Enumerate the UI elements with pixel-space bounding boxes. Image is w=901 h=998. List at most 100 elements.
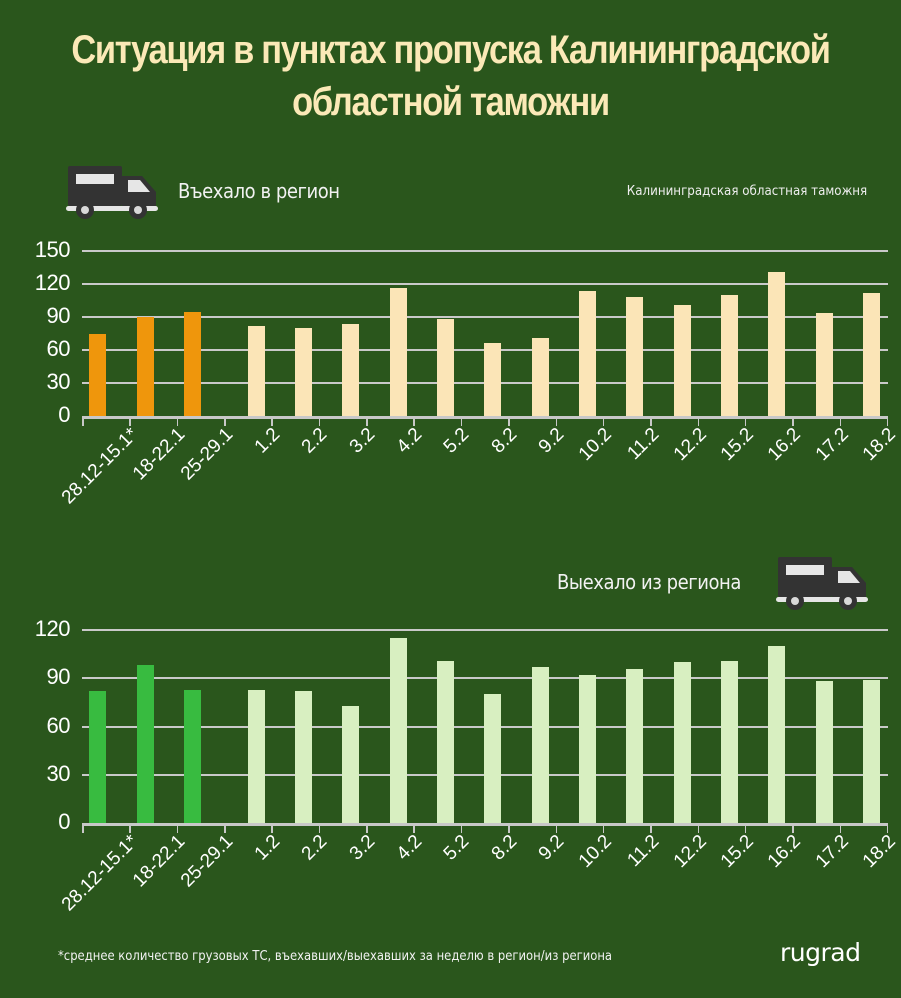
bar: [531, 337, 549, 416]
x-axis-tick: [697, 825, 700, 833]
x-axis-tick: [792, 418, 794, 426]
bar: [815, 312, 833, 416]
bar: [815, 681, 833, 823]
chart-title-exited: Выехало из региона: [557, 570, 741, 594]
x-axis-tick-label: 25-29.1: [176, 831, 237, 892]
x-axis-tick: [650, 825, 652, 833]
x-axis-line: [82, 823, 888, 826]
x-axis-tick: [886, 418, 889, 426]
bar: [626, 297, 644, 416]
page-title: Ситуация в пунктах пропуска Калининградс…: [63, 24, 838, 128]
x-axis-tick: [886, 825, 889, 833]
x-axis-tick: [792, 825, 794, 833]
bar: [721, 295, 738, 416]
x-axis-tick-label: 2.2: [298, 424, 332, 458]
x-axis-tick: [271, 418, 273, 426]
x-axis-tick-label: 16.2: [764, 424, 806, 466]
bar: [721, 660, 738, 823]
bar: [578, 675, 596, 823]
x-axis-line: [82, 416, 888, 419]
x-axis-tick-label: 12.2: [669, 831, 711, 873]
x-axis-tick-label: 17.2: [811, 831, 853, 873]
x-axis-tick: [460, 825, 463, 833]
gridline: [82, 629, 888, 631]
x-axis-tick-label: 18-22.1: [129, 831, 190, 892]
x-axis-tick: [366, 418, 368, 426]
x-axis-tick: [318, 825, 321, 833]
x-axis-tick-label: 18.2: [858, 424, 900, 466]
x-axis-tick-label: 8.2: [487, 831, 522, 865]
gridline: [82, 283, 888, 285]
x-axis-tick-label: 10.2: [574, 424, 616, 466]
x-axis-tick-label: 4.2: [392, 424, 427, 458]
bar: [389, 638, 407, 823]
x-axis-tick: [224, 418, 226, 426]
bar: [436, 660, 454, 823]
x-axis-tick-label: 10.2: [574, 831, 616, 873]
x-axis-tick-label: 8.2: [487, 424, 522, 458]
x-axis-tick-label: 3.2: [345, 424, 379, 458]
y-axis-tick-label: 90: [46, 303, 71, 328]
x-axis-tick: [129, 825, 131, 833]
footnote: *среднее количество грузовых ТС, въехавш…: [58, 948, 613, 964]
bar: [484, 694, 502, 823]
x-axis-tick: [176, 825, 179, 833]
x-axis-tick: [176, 418, 179, 426]
rugrad-logo: rugrad: [780, 938, 861, 967]
bar: [436, 319, 454, 416]
x-axis-tick: [602, 418, 605, 426]
x-axis-tick-label: 15.2: [716, 424, 758, 466]
gridline: [82, 316, 888, 318]
x-axis-tick-label: 1.2: [250, 831, 285, 865]
x-axis-tick: [460, 418, 463, 426]
x-axis-tick: [271, 825, 273, 833]
bar: [89, 333, 106, 416]
x-axis-tick-label: 17.2: [811, 424, 853, 466]
x-axis-tick-label: 11.2: [623, 831, 664, 872]
x-axis-tick: [366, 825, 368, 833]
x-axis-tick-label: 9.2: [534, 424, 569, 458]
bar: [673, 304, 691, 416]
y-axis-tick-label: 120: [34, 270, 71, 295]
x-axis-tick: [744, 418, 747, 426]
title-line-1: Ситуация в пунктах пропуска Калининградс…: [71, 28, 831, 72]
x-axis-tick: [318, 418, 321, 426]
source-label: Калининградская областная таможня: [626, 183, 867, 199]
bar: [768, 646, 786, 823]
x-axis-tick: [650, 418, 652, 426]
x-axis-tick: [224, 825, 226, 833]
x-axis-tick-label: 11.2: [623, 424, 664, 465]
gridline: [82, 250, 888, 252]
bar: [389, 288, 407, 416]
x-axis-tick-label: 5.2: [440, 424, 474, 458]
gridline: [82, 677, 888, 680]
y-axis-tick-label: 30: [46, 760, 71, 786]
bar: [578, 290, 596, 416]
bar: [294, 691, 312, 823]
x-axis-tick: [82, 418, 84, 426]
x-axis-tick: [744, 825, 747, 833]
x-axis-tick: [82, 825, 84, 833]
x-axis-tick-label: 12.2: [669, 424, 711, 466]
bar: [342, 323, 360, 416]
bar: [626, 668, 644, 823]
x-axis-tick-label: 4.2: [392, 831, 427, 865]
x-axis-tick-label: 9.2: [534, 831, 569, 865]
y-axis-tick-label: 120: [34, 616, 71, 641]
x-axis-tick-label: 5.2: [440, 831, 474, 865]
y-axis-tick-label: 150: [34, 237, 71, 262]
bar: [863, 292, 881, 416]
x-axis-tick-label: 25-29.1: [176, 424, 237, 485]
x-axis-tick: [555, 825, 557, 833]
bar: [89, 691, 106, 823]
bar: [184, 689, 201, 823]
x-axis-tick-label: 18-22.1: [129, 424, 190, 485]
x-axis-tick: [129, 418, 131, 426]
x-axis-tick: [697, 418, 700, 426]
x-axis-tick-label: 3.2: [345, 831, 379, 865]
bar: [184, 311, 201, 416]
x-axis-tick: [413, 418, 415, 426]
x-axis-tick-label: 15.2: [716, 831, 758, 873]
truck-icon: [66, 166, 158, 219]
y-axis-tick-label: 0: [58, 402, 70, 427]
